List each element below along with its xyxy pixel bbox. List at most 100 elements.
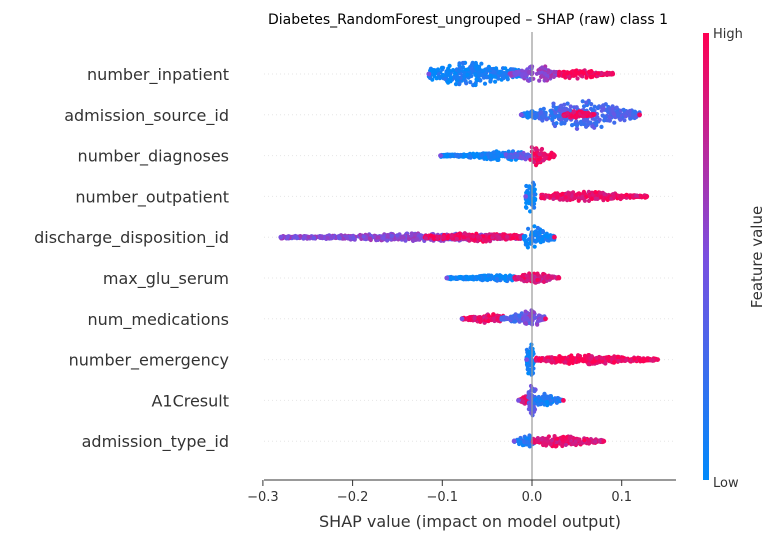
shap-point (565, 111, 570, 116)
shap-point (482, 275, 487, 280)
shap-point (586, 198, 592, 203)
shap-point (476, 275, 481, 280)
shap-point (581, 189, 587, 194)
shap-point (463, 67, 468, 72)
shap-point (551, 193, 557, 198)
shap-point (381, 236, 386, 241)
shap-point (585, 122, 590, 127)
shap-point (554, 121, 559, 126)
shap-extreme-point (511, 438, 517, 444)
shap-point (598, 190, 603, 195)
shap-point (544, 442, 549, 447)
shap-point (549, 275, 554, 280)
shap-point (432, 70, 437, 75)
shap-point (555, 398, 560, 403)
shap-point (593, 190, 598, 195)
shap-point (533, 233, 538, 238)
shap-point (579, 122, 584, 127)
shap-point (542, 71, 547, 76)
shap-point (519, 68, 525, 73)
shap-point (522, 72, 527, 77)
shap-point (510, 236, 515, 241)
shap-point (539, 146, 545, 152)
shap-point (580, 195, 585, 200)
shap-point (543, 155, 548, 160)
shap-point (573, 72, 578, 78)
shap-point (593, 439, 598, 444)
colorbar-low-label: Low (713, 476, 739, 491)
shap-point (536, 157, 542, 162)
shap-point (571, 441, 576, 446)
shap-point (451, 68, 456, 73)
shap-point (627, 108, 632, 114)
shap-point (572, 196, 577, 201)
shap-point (571, 190, 576, 195)
feature-label: number_emergency (69, 351, 229, 371)
shap-point (541, 396, 546, 401)
shap-point (495, 150, 500, 155)
shap-point (473, 82, 478, 88)
feature-points-admission_source_id (518, 98, 642, 131)
shap-point (428, 233, 433, 238)
shap-point (439, 65, 444, 70)
shap-point (351, 235, 356, 240)
shap-point (497, 235, 502, 240)
shap-point (440, 72, 446, 78)
shap-point (589, 354, 594, 359)
feature-points-num_medications (459, 308, 548, 327)
shap-point (550, 116, 555, 122)
shap-point (553, 110, 558, 115)
shap-point (497, 70, 502, 75)
shap-point (494, 66, 499, 71)
feature-points-number_outpatient (523, 180, 650, 214)
shap-point (488, 157, 493, 162)
shap-extreme-point (523, 194, 529, 199)
shap-point (592, 104, 597, 109)
shap-point (474, 153, 480, 159)
shap-point (541, 106, 546, 111)
shap-point (471, 151, 476, 156)
shap-point (533, 163, 539, 168)
data-points (278, 60, 660, 449)
shap-point (460, 60, 465, 66)
shap-point (569, 113, 574, 118)
shap-point (447, 63, 452, 68)
shap-point (597, 439, 603, 444)
shap-point (513, 319, 518, 324)
shap-point (559, 192, 564, 197)
shap-point (567, 435, 572, 441)
shap-point (546, 69, 551, 75)
shap-point (532, 187, 537, 192)
shap-point (563, 360, 568, 365)
shap-point (618, 194, 623, 199)
x-tick-label: 0.1 (611, 490, 632, 505)
shap-point (516, 69, 521, 74)
shap-point (472, 316, 477, 321)
colorbar-high-label: High (713, 27, 743, 42)
shap-point (534, 71, 540, 76)
shap-point (541, 113, 546, 119)
shap-point (612, 120, 617, 125)
shap-point (586, 362, 591, 367)
shap-point (476, 70, 481, 75)
x-axis-label: SHAP value (impact on model output) (319, 512, 621, 531)
chart-title: Diabetes_RandomForest_ungrouped – SHAP (… (268, 12, 668, 28)
shap-point (623, 114, 629, 119)
x-axis: −0.3 −0.2 −0.1 0.0 0.1 SHAP value (impact on… (247, 479, 676, 531)
shap-point (563, 195, 568, 200)
shap-point (475, 234, 480, 239)
shap-point (532, 224, 537, 229)
shap-point (450, 276, 455, 281)
shap-point (460, 65, 465, 70)
shap-point (540, 65, 545, 70)
shap-point (576, 198, 581, 203)
shap-point (482, 81, 488, 86)
shap-extreme-point (637, 112, 642, 118)
shap-point (456, 69, 461, 74)
shap-point (563, 442, 569, 447)
shap-point (541, 230, 546, 235)
shap-point (562, 102, 567, 107)
shap-point (319, 234, 324, 240)
shap-point (499, 153, 504, 158)
shap-point (561, 356, 566, 361)
